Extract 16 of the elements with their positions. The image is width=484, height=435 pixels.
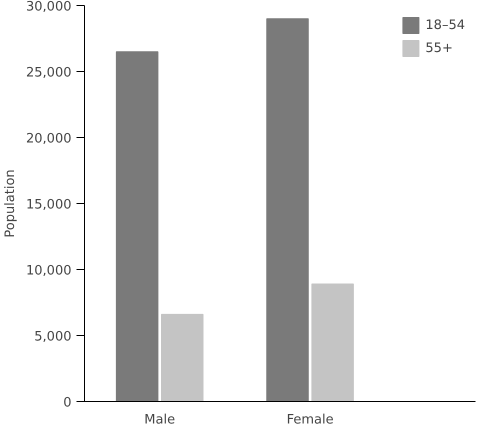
- bar: [160, 314, 204, 402]
- y-tick-label: 30,000: [26, 0, 72, 14]
- y-tick-label: 25,000: [26, 66, 72, 80]
- x-tick-label: Male: [144, 412, 176, 428]
- y-tick-label: 10,000: [26, 264, 72, 278]
- y-tick-label: 0: [63, 396, 72, 410]
- bar: [116, 51, 158, 402]
- y-tick-label: 20,000: [26, 132, 72, 146]
- y-tick-label: 5,000: [34, 330, 72, 344]
- y-axis-title: Population: [3, 169, 18, 238]
- bar: [311, 284, 354, 402]
- legend-label: 55+: [425, 40, 453, 56]
- bar: [266, 18, 309, 402]
- legend-label: 18–54: [425, 18, 465, 32]
- y-tick-label: 15,000: [26, 198, 72, 212]
- x-tick-label: Female: [286, 412, 334, 428]
